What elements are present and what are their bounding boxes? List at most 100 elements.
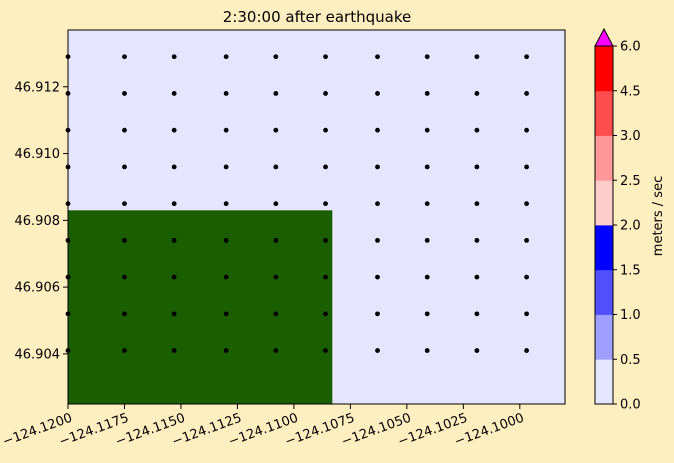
data-point [323, 201, 328, 207]
colorbar-segment [595, 359, 613, 405]
data-point [122, 127, 127, 133]
data-point [375, 127, 380, 133]
data-point [223, 201, 229, 207]
colorbar-segments [595, 46, 613, 405]
colorbar-segment [595, 314, 613, 360]
colorbar-tick-label: 6.0 [620, 40, 641, 55]
data-point [171, 237, 177, 243]
data-point [122, 348, 127, 353]
data-point [122, 91, 127, 96]
colorbar-segment [595, 46, 613, 92]
data-point [375, 311, 380, 317]
data-point [474, 311, 480, 317]
data-point [474, 127, 480, 133]
colorbar-tick-label: 3.0 [620, 129, 641, 144]
colorbar-segment [595, 269, 613, 315]
data-point [171, 311, 177, 317]
colorbar-tick-label: 1.0 [620, 308, 641, 323]
data-point [323, 237, 328, 243]
data-point [323, 348, 328, 353]
data-point [122, 201, 127, 207]
data-point [223, 274, 229, 280]
data-point [424, 348, 430, 353]
data-point [424, 201, 430, 207]
data-point [424, 237, 430, 243]
data-point [424, 91, 430, 96]
data-point [171, 348, 177, 353]
data-point [223, 127, 229, 133]
data-point [122, 311, 127, 317]
data-point [375, 274, 380, 280]
colorbar-segment [595, 90, 613, 136]
data-point [273, 201, 279, 207]
data-point [524, 201, 529, 207]
data-point [375, 164, 380, 170]
data-point [375, 348, 380, 353]
data-point [474, 54, 480, 60]
y-tick-label: 46.906 [15, 281, 61, 296]
data-point [171, 274, 177, 280]
data-point [474, 274, 480, 280]
data-point [273, 274, 279, 280]
colorbar: 0.0 0.5 1.0 1.5 2.0 2.5 3.0 4.5 6.0 meters / sec [594, 27, 666, 413]
colorbar-tick-label: 2.5 [620, 174, 641, 189]
data-point [223, 54, 229, 60]
data-point [474, 164, 480, 170]
data-point [424, 311, 430, 317]
y-tick-label: 46.904 [15, 347, 61, 362]
data-point [273, 311, 279, 317]
data-point [524, 274, 529, 280]
data-point [375, 54, 380, 60]
y-tick-label: 46.910 [15, 147, 61, 162]
data-point [375, 237, 380, 243]
data-point [323, 311, 328, 317]
data-point [273, 127, 279, 133]
data-point [323, 274, 328, 280]
grid-points [65, 54, 529, 353]
data-point [474, 237, 480, 243]
data-point [323, 91, 328, 96]
data-point [323, 164, 328, 170]
data-point [524, 127, 529, 133]
data-point [223, 164, 229, 170]
data-point [524, 237, 529, 243]
data-point [323, 54, 328, 60]
colorbar-tick-label: 1.5 [620, 263, 641, 278]
data-point [223, 311, 229, 317]
data-point [122, 164, 127, 170]
y-tick-label: 46.912 [15, 80, 61, 95]
data-point [524, 348, 529, 353]
data-point [474, 91, 480, 96]
data-point [171, 54, 177, 60]
land-region [68, 210, 333, 404]
data-point [122, 237, 127, 243]
plot-frame [67, 29, 566, 405]
data-point [171, 164, 177, 170]
data-point [273, 91, 279, 96]
x-axis: −124.1200−124.1175−124.1150−124.1125−124… [1, 404, 526, 450]
data-point [524, 311, 529, 317]
data-point [223, 237, 229, 243]
y-axis: 46.904 46.906 46.908 46.910 46.912 [15, 80, 68, 362]
chart-title: 2:30:00 after earthquake [223, 8, 411, 26]
colorbar-segment [595, 225, 613, 271]
colorbar-segment [595, 180, 613, 226]
data-point [375, 91, 380, 96]
data-point [424, 164, 430, 170]
colorbar-tick-label: 0.0 [620, 398, 641, 413]
y-tick-label: 46.908 [15, 214, 61, 229]
data-point [524, 54, 529, 60]
data-point [122, 54, 127, 60]
data-point [171, 201, 177, 207]
colorbar-tick-label: 4.5 [620, 84, 641, 99]
colorbar-extend-triangle [594, 27, 614, 47]
data-point [273, 237, 279, 243]
data-point [424, 54, 430, 60]
colorbar-label: meters / sec [651, 176, 666, 256]
data-point [122, 274, 127, 280]
data-point [474, 348, 480, 353]
colorbar-tick-label: 2.0 [620, 219, 641, 234]
data-point [375, 201, 380, 207]
data-point [524, 164, 529, 170]
